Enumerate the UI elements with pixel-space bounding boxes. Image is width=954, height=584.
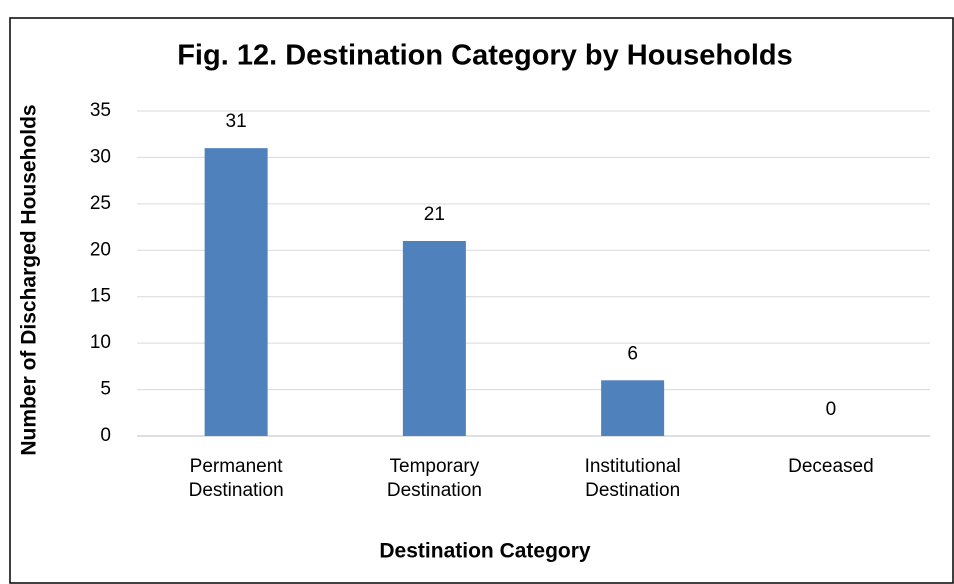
- data-label: 0: [826, 399, 837, 420]
- y-axis-label: Number of Discharged Households: [18, 104, 41, 455]
- x-tick-label: Permanent Destination: [188, 456, 284, 501]
- y-tick-label: 15: [90, 286, 111, 307]
- x-tick-label: Deceased: [788, 456, 874, 477]
- y-tick-label: 20: [90, 239, 111, 260]
- x-tick-label: Temporary Destination: [386, 456, 482, 501]
- bar: [204, 148, 268, 436]
- chart-border: [9, 17, 954, 584]
- data-label: 21: [424, 204, 445, 225]
- x-axis-label: Destination Category: [379, 540, 591, 563]
- chart-title: Fig. 12. Destination Category by Househo…: [177, 40, 793, 72]
- y-tick-label: 0: [100, 425, 111, 446]
- x-tick-label: Institutional Destination: [584, 456, 681, 501]
- bar: [601, 380, 665, 436]
- bar: [402, 241, 466, 436]
- y-tick-label: 10: [90, 332, 111, 353]
- y-tick-label: 30: [90, 146, 111, 167]
- data-label: 6: [627, 343, 638, 364]
- data-label: 31: [226, 111, 247, 132]
- y-tick-label: 35: [90, 100, 111, 121]
- y-tick-label: 5: [100, 379, 111, 400]
- y-tick-label: 25: [90, 193, 111, 214]
